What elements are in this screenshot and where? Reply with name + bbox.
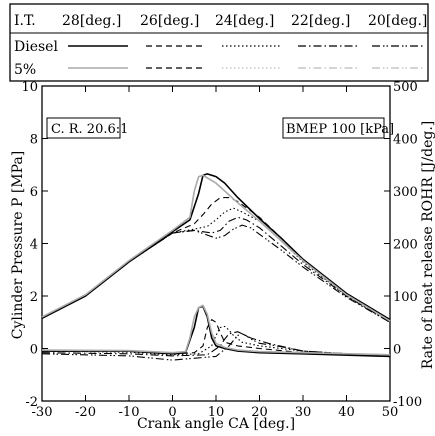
annotation-text: C. R. 20.6:1 (51, 122, 128, 137)
x-tick-label: -10 (119, 405, 140, 420)
x-tick-label: 20 (251, 405, 268, 420)
y-right-tick-label: 200 (393, 238, 418, 253)
x-axis-title: Crank angle CA [deg.] (137, 416, 295, 432)
y-left-tick-label: 0 (30, 343, 38, 358)
series-line-5pct-28-rohr (41, 304, 391, 356)
series-line-diesel-20-rohr (41, 333, 391, 361)
legend-timing-label: 24[deg.] (215, 13, 274, 29)
annotation-box (282, 117, 385, 139)
x-tick-label: 50 (382, 405, 399, 420)
series-layer (41, 173, 391, 361)
x-tick-label: 30 (295, 405, 312, 420)
y-left-tick-label: 2 (30, 290, 38, 305)
y-right-tick-label: 100 (393, 290, 418, 305)
legend-fuel-label: Diesel (14, 39, 58, 55)
x-tick-label: 0 (168, 405, 176, 420)
y-right-tick-label: 500 (393, 80, 418, 95)
y-right-tick-label: 0 (393, 343, 401, 358)
y-axis-right-title: Rate of heat release ROHR [J/deg.] (420, 121, 435, 370)
x-tick-label: 40 (338, 405, 355, 420)
y-left-tick-label: 6 (30, 185, 38, 200)
annotation-text: BMEP 100 [kPa] (286, 122, 394, 137)
legend-header-label: I.T. (14, 13, 36, 29)
annotation-box (46, 117, 121, 139)
y-right-tick-label: 300 (393, 185, 418, 200)
annotation-compression-ratio: C. R. 20.6:1 (46, 117, 128, 139)
y-left-tick-label: 10 (21, 80, 38, 95)
y-left-tick-label: 8 (30, 133, 38, 148)
legend-frame (9, 3, 429, 82)
legend-timing-label: 28[deg.] (62, 13, 121, 29)
series-line-diesel-26-rohr (41, 319, 391, 357)
legend-timing-label: 26[deg.] (140, 13, 199, 29)
y-left-tick-label: -2 (25, 395, 38, 410)
series-line-5pct-28-pressure (41, 174, 391, 322)
y-right-tick-label: -100 (393, 395, 422, 410)
series-line-diesel-22-rohr (41, 331, 391, 357)
series-line-diesel-20-pressure (41, 224, 391, 323)
y-right-tick-label: 400 (393, 133, 418, 148)
series-line-diesel-22-pressure (41, 216, 391, 323)
y-left-tick-label: 4 (30, 238, 38, 253)
annotation-bmep: BMEP 100 [kPa] (282, 117, 394, 139)
series-line-diesel-24-pressure (41, 207, 391, 323)
legend: I.T. 28[deg.] 26[deg.] 24[deg.] 22[deg.]… (9, 3, 429, 82)
axis-ticks: -30 -20 -10 0 10 20 30 40 50-20246810-1000100200… (21, 80, 422, 420)
legend-timing-label: 20[deg.] (368, 13, 427, 29)
y-axis-left-title: Cylinder Pressure P [MPa] (10, 151, 26, 339)
x-tick-label: -20 (75, 405, 96, 420)
x-tick-label: -30 (32, 405, 53, 420)
legend-timing-label: 22[deg.] (291, 13, 350, 29)
series-line-diesel-26-pressure (41, 197, 391, 321)
series-line-diesel-28-pressure (41, 173, 391, 321)
x-tick-label: 10 (208, 405, 225, 420)
legend-fuel-label: 5% (14, 62, 36, 78)
